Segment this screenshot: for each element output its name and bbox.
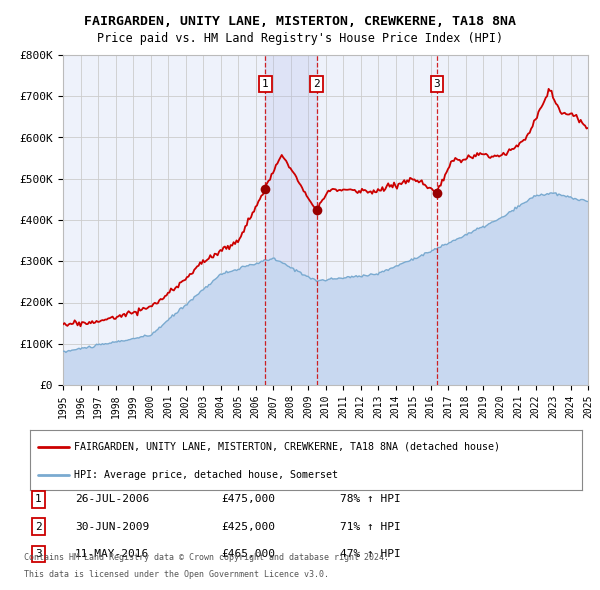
Text: This data is licensed under the Open Government Licence v3.0.: This data is licensed under the Open Gov… [24,570,329,579]
Text: 30-JUN-2009: 30-JUN-2009 [75,522,149,532]
Text: FAIRGARDEN, UNITY LANE, MISTERTON, CREWKERNE, TA18 8NA: FAIRGARDEN, UNITY LANE, MISTERTON, CREWK… [84,15,516,28]
Text: 2: 2 [35,522,41,532]
Text: FAIRGARDEN, UNITY LANE, MISTERTON, CREWKERNE, TA18 8NA (detached house): FAIRGARDEN, UNITY LANE, MISTERTON, CREWK… [74,442,500,452]
Text: £425,000: £425,000 [221,522,275,532]
Text: 11-MAY-2016: 11-MAY-2016 [75,549,149,559]
Text: 1: 1 [35,494,41,504]
Text: 26-JUL-2006: 26-JUL-2006 [75,494,149,504]
Text: Price paid vs. HM Land Registry's House Price Index (HPI): Price paid vs. HM Land Registry's House … [97,32,503,45]
Text: 2: 2 [313,79,320,89]
Text: 47% ↑ HPI: 47% ↑ HPI [340,549,401,559]
Text: 3: 3 [35,549,41,559]
Text: 78% ↑ HPI: 78% ↑ HPI [340,494,401,504]
Text: HPI: Average price, detached house, Somerset: HPI: Average price, detached house, Some… [74,470,338,480]
Text: 71% ↑ HPI: 71% ↑ HPI [340,522,401,532]
Text: Contains HM Land Registry data © Crown copyright and database right 2024.: Contains HM Land Registry data © Crown c… [24,553,389,562]
Bar [265,55,317,385]
Text: £475,000: £475,000 [221,494,275,504]
Text: 1: 1 [262,79,269,89]
Text: 3: 3 [433,79,440,89]
Text: £465,000: £465,000 [221,549,275,559]
